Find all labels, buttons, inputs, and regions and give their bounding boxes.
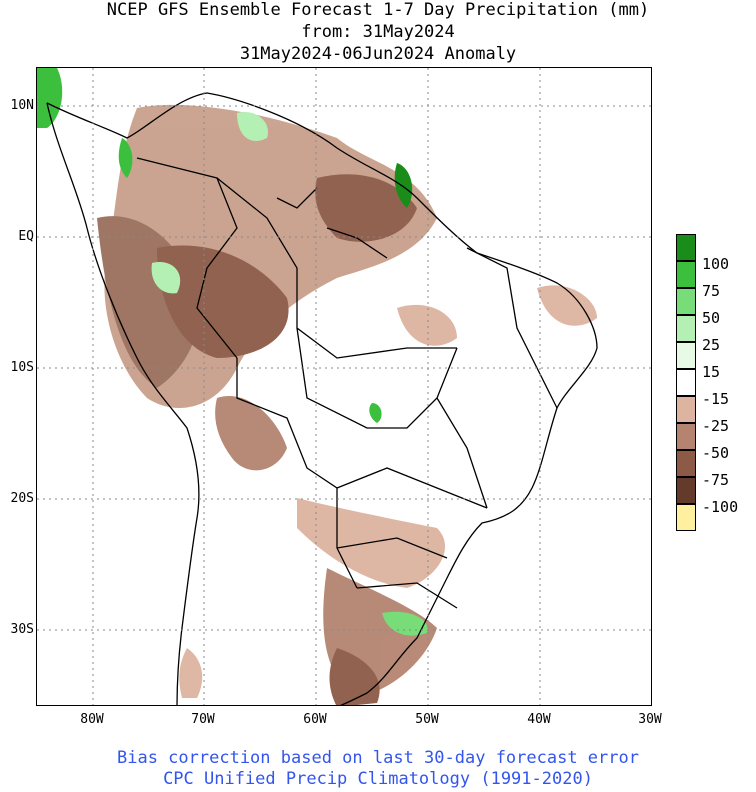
lat-label-20s: 20S [10, 491, 34, 506]
dry-anomaly-shading [97, 104, 597, 705]
legend-label-100: 100 [702, 255, 730, 273]
legend-label-25: 25 [702, 336, 721, 354]
legend-swatch-6 [676, 369, 696, 396]
legend-label-neg100: -100 [702, 498, 739, 516]
map-subtitle-date: from: 31May2024 [301, 22, 455, 42]
legend-swatch-7 [676, 396, 696, 423]
legend-swatch-10 [676, 477, 696, 504]
lon-label-30w: 30W [638, 712, 662, 727]
footer-bias-note: Bias correction based on last 30-day for… [117, 748, 639, 768]
legend-swatch-4 [676, 315, 696, 342]
legend-swatch-5 [676, 342, 696, 369]
lon-label-70w: 70W [191, 712, 215, 727]
legend-label-75: 75 [702, 282, 721, 300]
lat-label-eq: EQ [18, 229, 34, 244]
lon-label-60w: 60W [303, 712, 327, 727]
lon-label-80w: 80W [80, 712, 104, 727]
legend-label-neg75: -75 [702, 471, 730, 489]
legend-label-neg15: -15 [702, 390, 730, 408]
legend-swatch-8 [676, 423, 696, 450]
map-panel [36, 67, 652, 706]
legend-label-50: 50 [702, 309, 721, 327]
coastline-borders [46, 92, 598, 705]
legend-swatch-1 [676, 234, 696, 261]
legend-swatch-3 [676, 288, 696, 315]
legend-swatch-2 [676, 261, 696, 288]
lat-label-10s: 10S [10, 360, 34, 375]
precip-anomaly-map [37, 68, 651, 705]
legend-swatch-11 [676, 504, 696, 531]
legend-label-neg25: -25 [702, 417, 730, 435]
graticule [37, 68, 651, 705]
map-title: NCEP GFS Ensemble Forecast 1-7 Day Preci… [106, 0, 650, 20]
footer-climatology-note: CPC Unified Precip Climatology (1991-202… [163, 769, 593, 789]
lon-label-50w: 50W [415, 712, 439, 727]
legend-label-15: 15 [702, 363, 721, 381]
lat-label-30s: 30S [10, 622, 34, 637]
lon-label-40w: 40W [527, 712, 551, 727]
legend-label-neg50: -50 [702, 444, 730, 462]
lat-label-10n: 10N [10, 98, 34, 113]
legend-swatch-9 [676, 450, 696, 477]
map-subtitle-period: 31May2024-06Jun2024 Anomaly [239, 44, 517, 64]
